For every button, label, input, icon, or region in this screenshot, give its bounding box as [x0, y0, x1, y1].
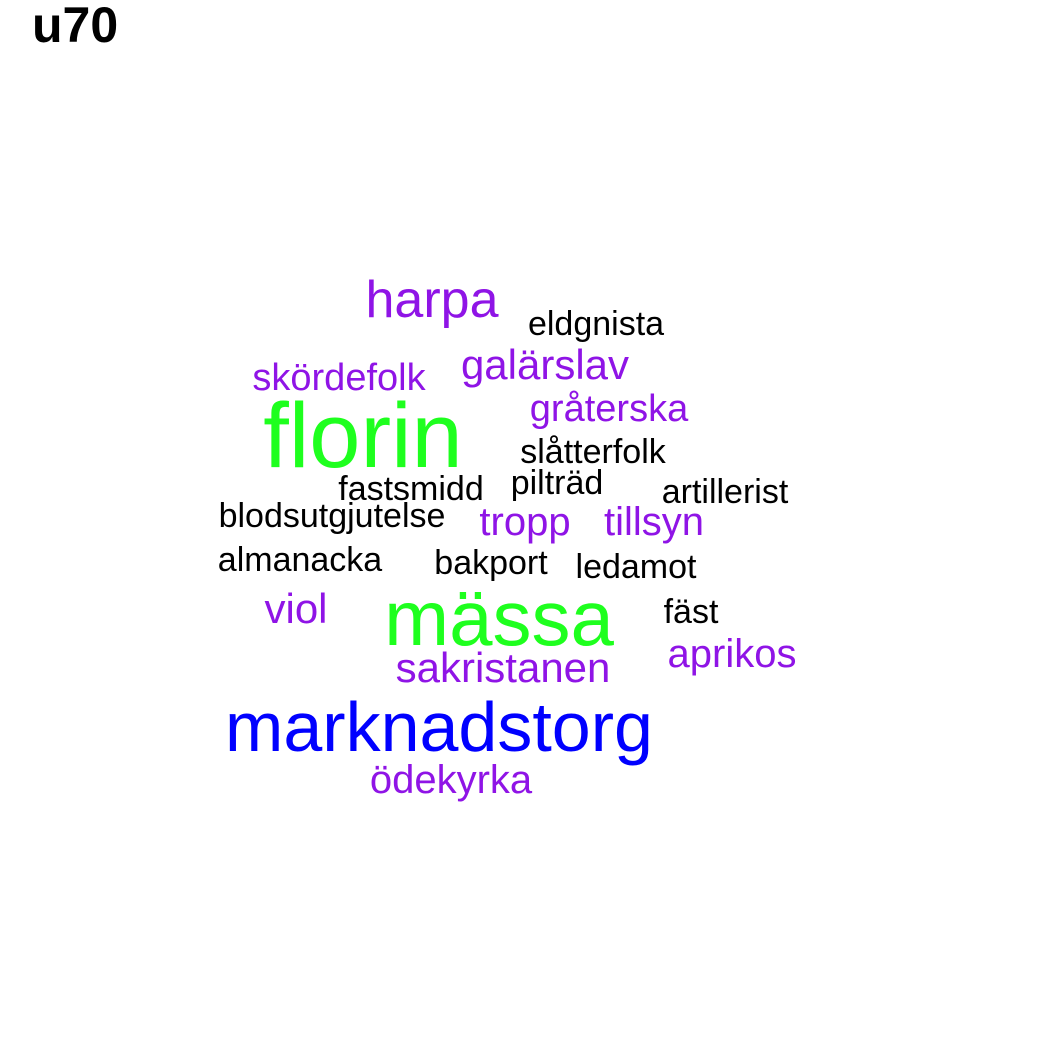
page-title: u70 — [32, 0, 119, 53]
word-pilträd: pilträd — [510, 464, 604, 502]
word-florin: florin — [263, 385, 463, 487]
word-fast: fäst — [663, 593, 719, 631]
word-ledamot: ledamot — [575, 548, 697, 586]
word-fastsmidd: fastsmidd — [338, 470, 484, 508]
word-viol: viol — [264, 585, 328, 632]
word-eldgnista: eldgnista — [527, 305, 665, 343]
word-blodsutgjutelse: blodsutgjutelse — [218, 497, 446, 535]
word-slatterfolk: slåtterfolk — [520, 433, 666, 471]
word-bakport: bakport — [434, 544, 548, 582]
word-tropp: tropp — [479, 500, 571, 544]
word-almanacka: almanacka — [217, 541, 383, 579]
word-marknadstorg: marknadstorg — [225, 688, 653, 766]
word-odekyrka: ödekyrka — [369, 758, 533, 802]
word-harpa: harpa — [365, 271, 499, 329]
word-galarslav: galärslav — [460, 341, 630, 388]
word-graterska: gråterska — [529, 388, 689, 430]
word-skordefolk: skördefolk — [252, 357, 426, 399]
word-artillerist: artillerist — [661, 473, 789, 511]
word-aprikos: aprikos — [667, 632, 797, 676]
word-tillsyn: tillsyn — [603, 500, 705, 544]
word-sakristanen: sakristanen — [395, 644, 611, 691]
word-massa: mässa — [384, 574, 614, 662]
